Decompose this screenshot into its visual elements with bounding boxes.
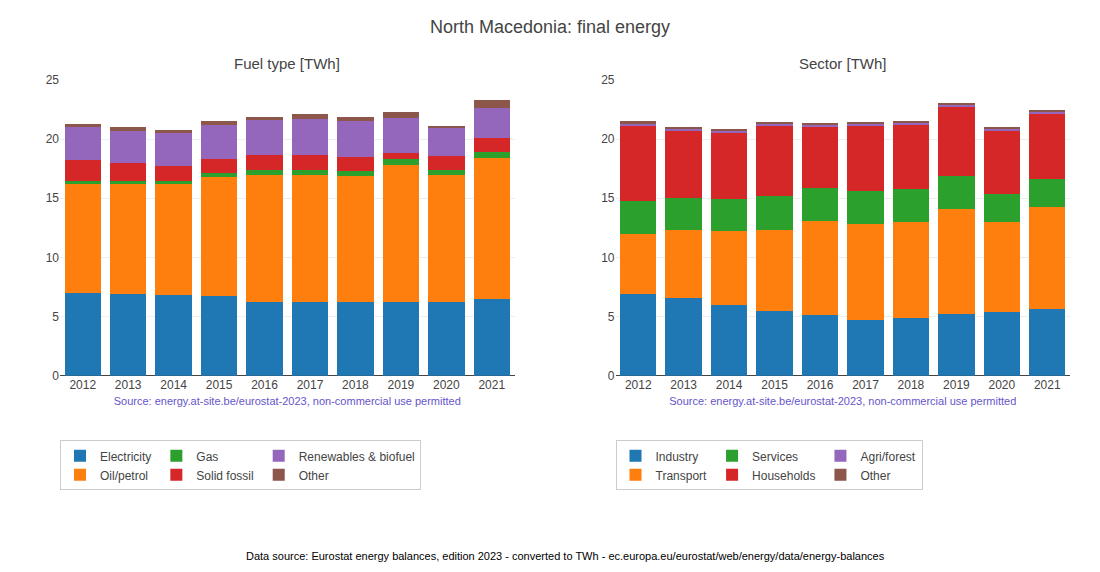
svg-text:20: 20 [46,132,60,146]
svg-text:Other: Other [299,469,329,483]
svg-text:2021: 2021 [478,378,505,392]
svg-text:Oil/petrol: Oil/petrol [100,469,148,483]
svg-text:Source: energy.at-site.be/euro: Source: energy.at-site.be/eurostat-2023,… [114,395,461,407]
svg-text:Other: Other [860,469,890,483]
svg-text:2021: 2021 [1034,378,1061,392]
svg-text:20: 20 [601,132,615,146]
svg-text:2017: 2017 [852,378,879,392]
svg-text:2016: 2016 [251,378,278,392]
svg-text:2012: 2012 [625,378,652,392]
svg-text:North Macedonia: final energy: North Macedonia: final energy [430,17,670,37]
svg-text:2020: 2020 [988,378,1015,392]
svg-text:Fuel type [TWh]: Fuel type [TWh] [234,55,340,72]
svg-text:Renewables & biofuel: Renewables & biofuel [299,450,415,464]
svg-text:2019: 2019 [388,378,415,392]
svg-text:Electricity: Electricity [100,450,151,464]
svg-text:5: 5 [608,310,615,324]
svg-text:Transport: Transport [656,469,708,483]
svg-text:Data source: Eurostat energy b: Data source: Eurostat energy balances, e… [246,550,885,562]
svg-text:0: 0 [608,369,615,383]
svg-text:Households: Households [752,469,815,483]
svg-text:25: 25 [601,73,615,87]
svg-text:2013: 2013 [115,378,142,392]
svg-text:10: 10 [46,251,60,265]
svg-text:Industry: Industry [656,450,699,464]
svg-text:2018: 2018 [342,378,369,392]
svg-text:2015: 2015 [761,378,788,392]
svg-text:Gas: Gas [196,450,218,464]
svg-text:2017: 2017 [297,378,324,392]
svg-text:2019: 2019 [943,378,970,392]
svg-text:2014: 2014 [160,378,187,392]
svg-text:25: 25 [46,73,60,87]
svg-text:2016: 2016 [807,378,834,392]
svg-text:Sector [TWh]: Sector [TWh] [799,55,887,72]
svg-text:2012: 2012 [69,378,96,392]
svg-text:0: 0 [52,369,59,383]
svg-text:Agri/forest: Agri/forest [860,450,915,464]
svg-text:15: 15 [46,191,60,205]
svg-text:Services: Services [752,450,798,464]
svg-text:Source: energy.at-site.be/euro: Source: energy.at-site.be/eurostat-2023,… [669,395,1016,407]
svg-text:2018: 2018 [898,378,925,392]
svg-text:15: 15 [601,191,615,205]
svg-text:2013: 2013 [670,378,697,392]
svg-text:5: 5 [52,310,59,324]
svg-text:10: 10 [601,251,615,265]
svg-text:Solid fossil: Solid fossil [196,469,253,483]
svg-text:2020: 2020 [433,378,460,392]
svg-text:2014: 2014 [716,378,743,392]
svg-text:2015: 2015 [206,378,233,392]
